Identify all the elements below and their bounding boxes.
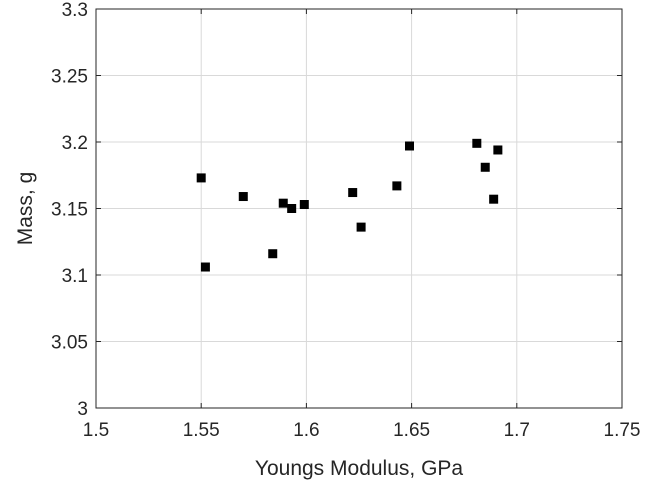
y-tick-label: 3.2 bbox=[62, 133, 88, 154]
y-tick-label: 3.15 bbox=[51, 200, 88, 221]
y-tick-label: 3 bbox=[77, 399, 88, 420]
x-tick-label: 1.5 bbox=[83, 420, 109, 441]
data-point bbox=[299, 200, 309, 210]
x-tick-label: 1.65 bbox=[393, 420, 430, 441]
y-tick-label: 3.1 bbox=[62, 266, 88, 287]
data-point bbox=[196, 173, 206, 183]
data-points bbox=[196, 138, 503, 272]
data-point bbox=[472, 138, 482, 148]
data-point bbox=[287, 204, 297, 213]
axes-box bbox=[95, 8, 623, 409]
x-tick-label: 1.55 bbox=[183, 420, 220, 441]
data-point bbox=[404, 141, 414, 151]
data-point bbox=[200, 262, 210, 272]
y-tick-label: 3.05 bbox=[51, 333, 88, 354]
data-point bbox=[348, 188, 358, 198]
data-point bbox=[493, 145, 503, 155]
x-tick-label: 1.75 bbox=[604, 420, 641, 441]
data-point bbox=[489, 194, 499, 204]
x-tick-label: 1.7 bbox=[504, 420, 530, 441]
y-tick-label: 3.3 bbox=[62, 0, 88, 21]
data-point bbox=[392, 181, 402, 191]
data-point bbox=[480, 162, 490, 172]
x-tick-labels: 1.5 1.55 1.6 1.65 1.7 1.75 bbox=[83, 420, 641, 441]
data-point bbox=[238, 192, 248, 202]
y-tick-label: 3.25 bbox=[51, 67, 88, 88]
x-tick-label: 1.6 bbox=[293, 420, 319, 441]
data-point bbox=[278, 198, 288, 208]
x-axis-label: Youngs Modulus, GPa bbox=[255, 457, 464, 480]
y-axis-label: Mass, g bbox=[14, 172, 37, 246]
data-point bbox=[356, 222, 366, 232]
y-tick-labels: 3 3.05 3.1 3.15 3.2 3.25 3.3 bbox=[51, 0, 88, 420]
data-point bbox=[268, 249, 278, 259]
